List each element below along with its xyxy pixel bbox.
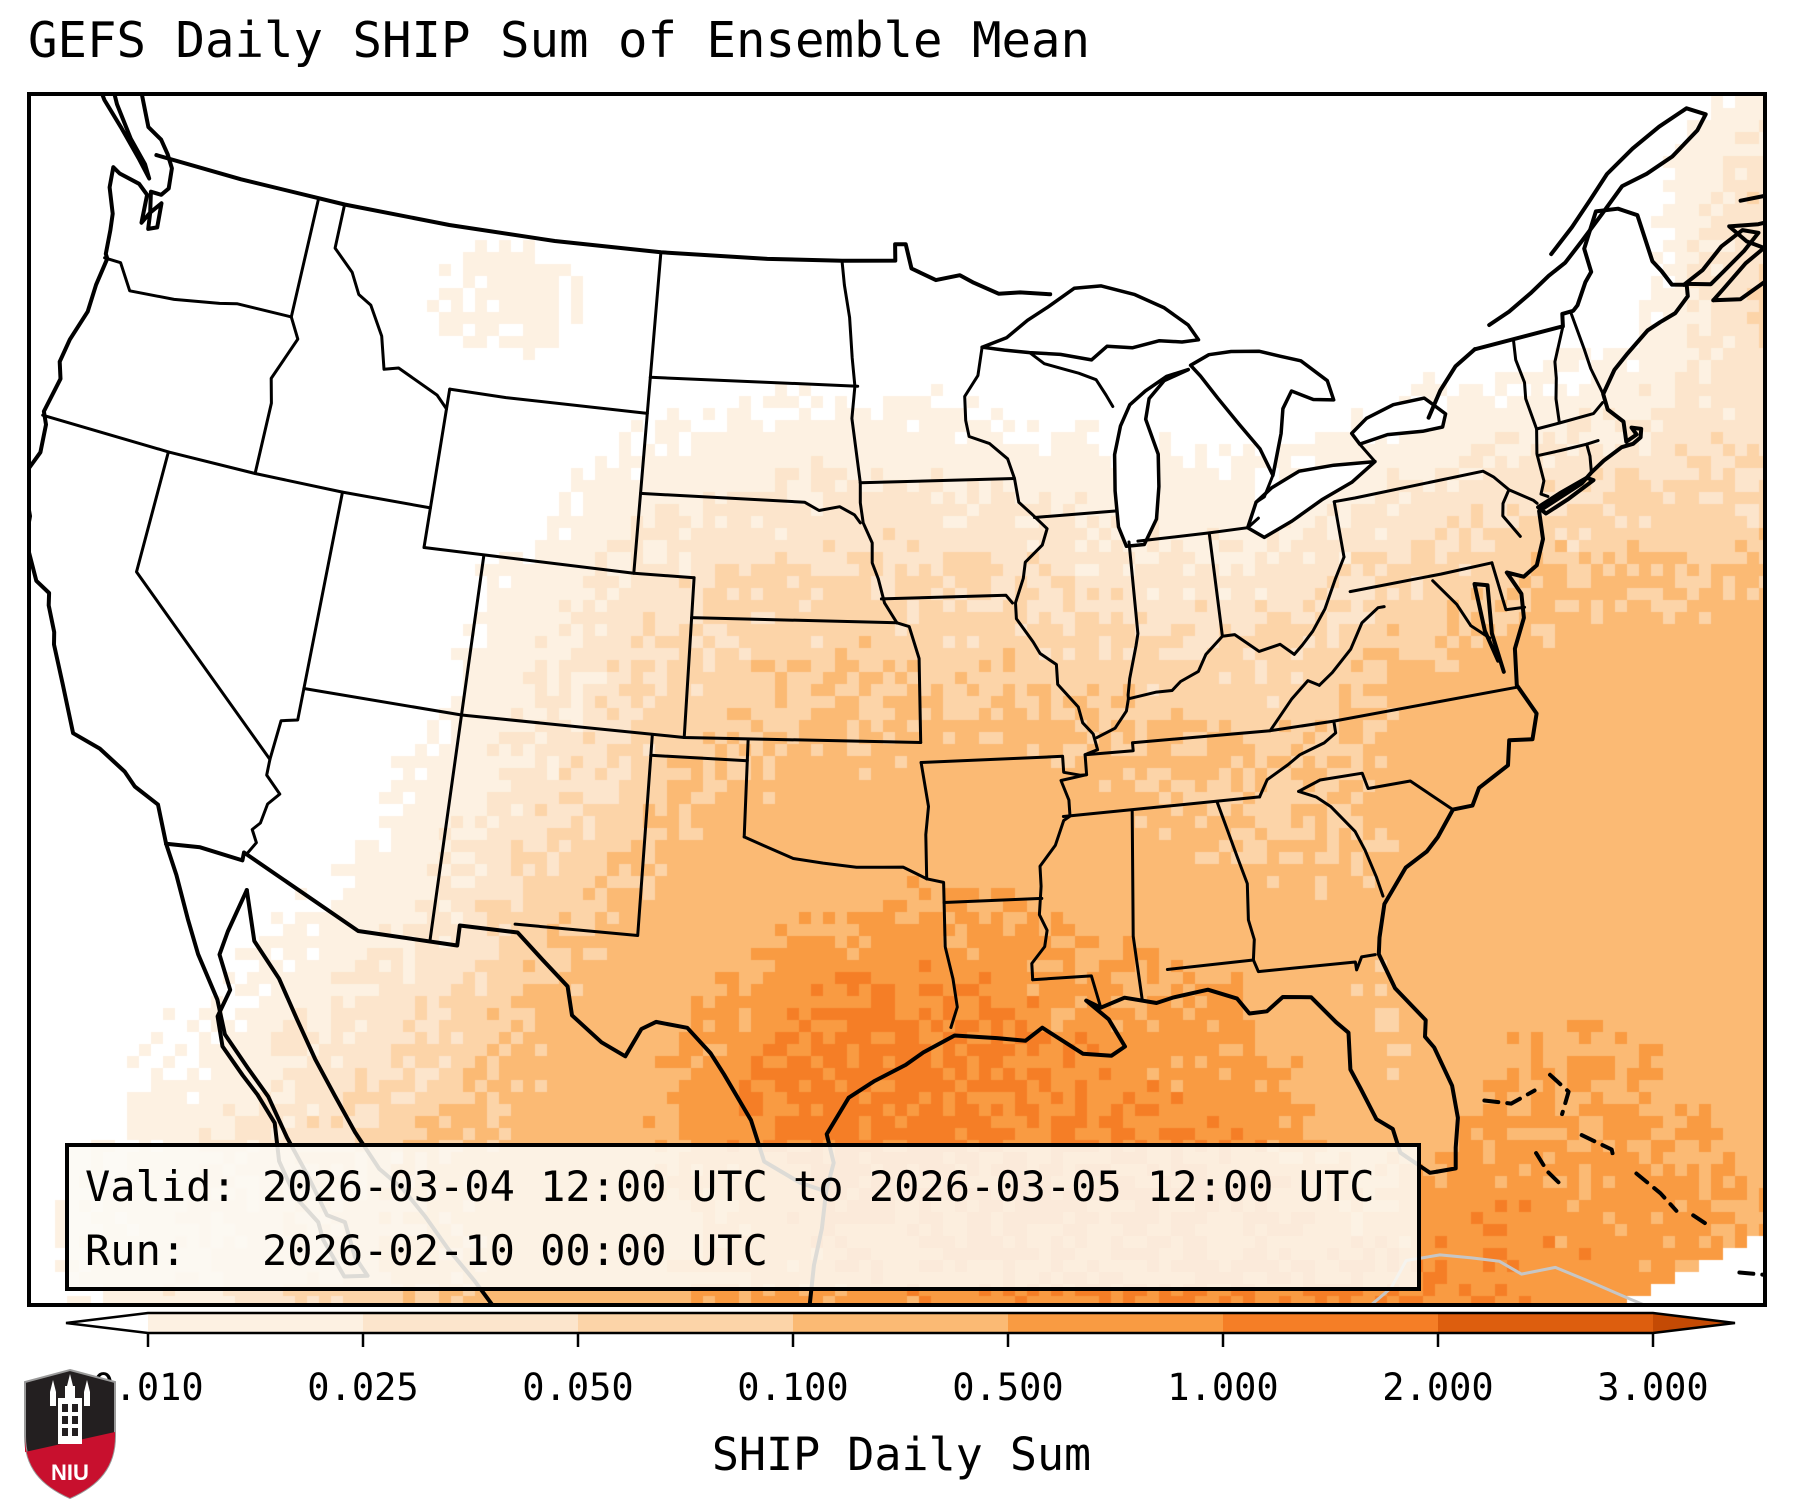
map: Valid: 2026-03-04 12:00 UTC to 2026-03-0… <box>27 92 1767 1307</box>
niu-logo-text: NIU <box>51 1460 89 1485</box>
colorbar-axis-label: SHIP Daily Sum <box>711 1428 1092 1481</box>
colorbar-tick-label: 1.000 <box>1167 1366 1279 1409</box>
colorbar-segment <box>578 1313 793 1333</box>
niu-shield-red-band <box>25 1432 115 1498</box>
colorbar-tick-label: 0.025 <box>307 1366 419 1409</box>
colorbar-segment <box>1223 1313 1438 1333</box>
colorbar-segment <box>1008 1313 1223 1333</box>
colorbar-under-arrow <box>66 1313 148 1333</box>
colorbar-tick-label: 0.050 <box>522 1366 634 1409</box>
state-boundaries-layer <box>41 197 1605 1029</box>
colorbar-segment <box>148 1313 363 1333</box>
colorbar-over-arrow <box>1653 1313 1735 1333</box>
colorbar-tick-label: 0.100 <box>737 1366 849 1409</box>
colorbar-segment <box>793 1313 1008 1333</box>
colorbar-tick-label: 2.000 <box>1382 1366 1494 1409</box>
castle-icon <box>50 1374 90 1444</box>
niu-logo: NIU <box>24 1368 116 1500</box>
ship-heatmap-layer <box>31 96 1763 1303</box>
geography-layer <box>31 96 1763 1303</box>
great-lakes-layer <box>980 284 1448 549</box>
valid-run-annotation-box: Valid: 2026-03-04 12:00 UTC to 2026-03-0… <box>65 1143 1421 1291</box>
colorbar-segment <box>363 1313 578 1333</box>
run-time-text: Run: 2026-02-10 00:00 UTC <box>85 1226 768 1275</box>
bahamas-dashed-coastline <box>1482 1072 1763 1277</box>
coastline-layer <box>31 96 1763 1303</box>
colorbar-tick-label: 0.500 <box>952 1366 1064 1409</box>
valid-time-text: Valid: 2026-03-04 12:00 UTC to 2026-03-0… <box>85 1162 1375 1211</box>
colorbar-segment <box>1438 1313 1653 1333</box>
colorbar <box>65 1311 1736 1347</box>
page-title: GEFS Daily SHIP Sum of Ensemble Mean <box>28 12 1091 69</box>
colorbar-tick-label: 3.000 <box>1597 1366 1709 1409</box>
